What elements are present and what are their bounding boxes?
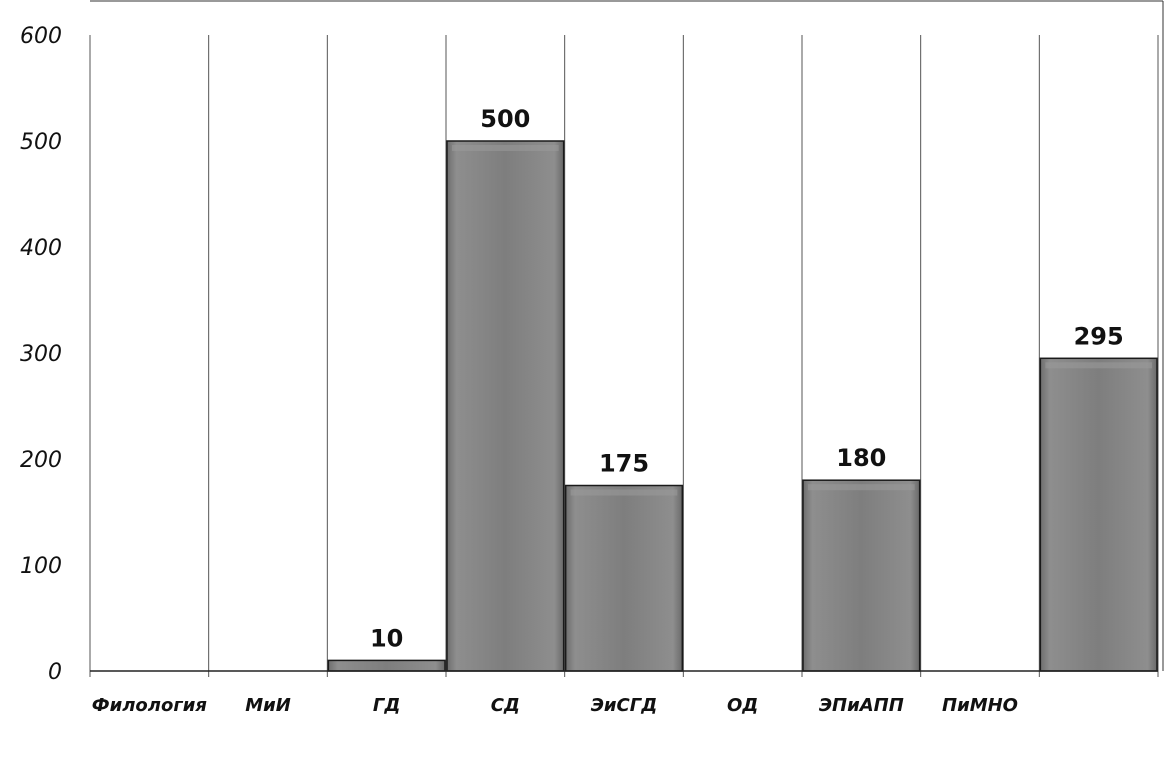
x-tick-label: МиИ [245, 695, 291, 716]
bar [327, 659, 446, 672]
labels-layer: 10 500 175 180 295 [370, 105, 1124, 652]
data-label: 295 [1074, 322, 1124, 350]
data-label: 10 [370, 624, 403, 652]
y-tick-label: 200 [20, 448, 62, 473]
bar-highlight [808, 484, 915, 491]
bar-highlight [1045, 362, 1152, 369]
data-label: 175 [599, 450, 649, 478]
x-tick-label: СД [491, 695, 520, 716]
y-tick-label: 500 [20, 130, 62, 155]
data-label: 500 [480, 105, 530, 133]
y-tick-label: 0 [48, 660, 62, 685]
bar [564, 484, 684, 672]
bars-layer [327, 140, 1158, 672]
x-tick-label: ЭПиАПП [819, 695, 904, 716]
x-tick-label: ЭиСГД [591, 695, 658, 716]
x-tick-label: ПиМНО [942, 695, 1018, 716]
x-tick-label: ГД [373, 695, 401, 716]
y-tick-label: 400 [20, 236, 62, 261]
x-tick-label: ОД [727, 695, 758, 716]
bar-highlight [570, 489, 678, 496]
bar [446, 140, 565, 672]
grid-layer [89, 0, 1164, 677]
bar-highlight [452, 145, 559, 151]
y-tick-label: 100 [20, 554, 62, 579]
y-tick-label: 300 [20, 342, 62, 367]
axis-layer: 0 100 200 300 400 500 600 Филология МиИ ГД СД ЭиСГД… [20, 24, 1158, 716]
bar [802, 479, 921, 672]
data-label: 180 [836, 444, 886, 472]
bar [1039, 357, 1158, 672]
x-tick-label: Филология [92, 695, 208, 716]
y-tick-label: 600 [20, 24, 62, 49]
